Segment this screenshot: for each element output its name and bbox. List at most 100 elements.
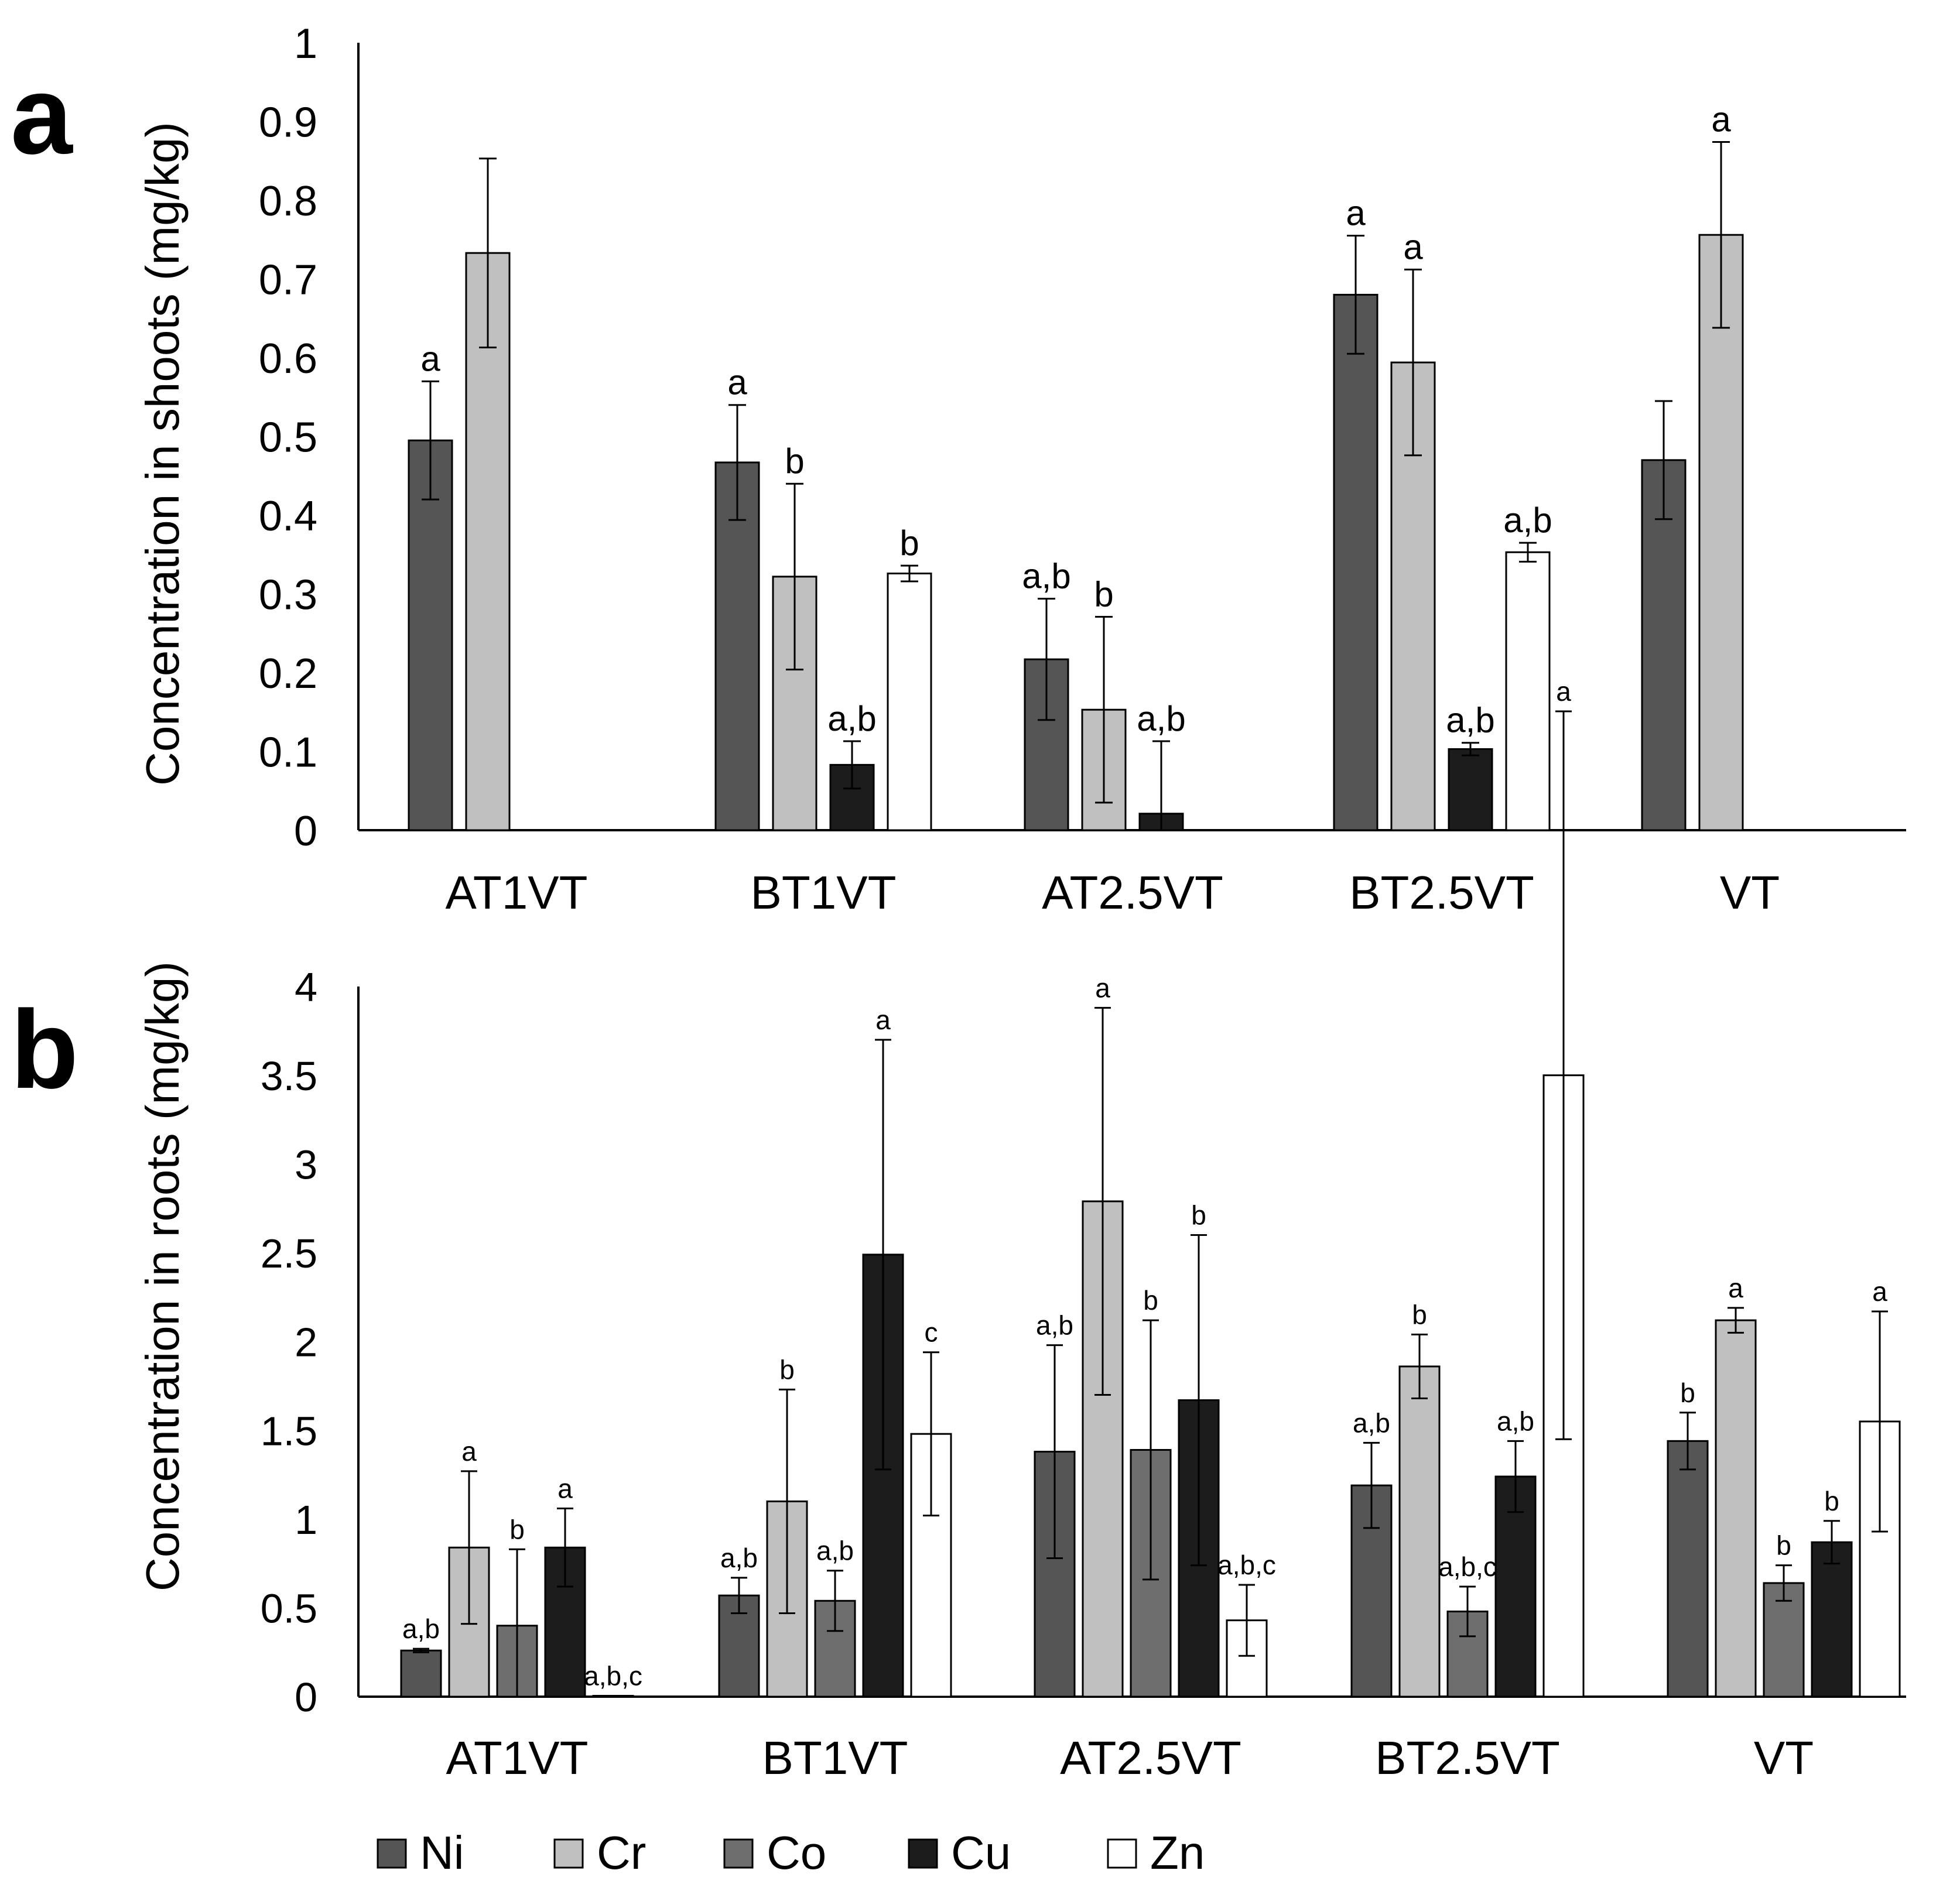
x-tick-label: VT bbox=[1754, 1732, 1814, 1784]
significance-label: b bbox=[899, 523, 919, 563]
y-tick-label: 3 bbox=[295, 1142, 317, 1187]
legend-swatch-zn bbox=[1107, 1838, 1137, 1869]
legend-swatch-co bbox=[723, 1838, 754, 1869]
y-tick-label: 0.5 bbox=[261, 1586, 317, 1632]
x-tick-label: AT1VT bbox=[446, 1732, 588, 1784]
bar-cr bbox=[1715, 1319, 1757, 1698]
significance-label: b bbox=[509, 1514, 525, 1544]
y-tick-label: 1 bbox=[294, 20, 317, 67]
x-tick-label: AT2.5VT bbox=[1042, 866, 1223, 919]
significance-label: b bbox=[1824, 1486, 1839, 1516]
legend-label-zn: Zn bbox=[1150, 1827, 1205, 1879]
y-tick-label: 3.5 bbox=[261, 1053, 317, 1099]
legend-swatch-ni bbox=[377, 1838, 407, 1869]
significance-label: b bbox=[779, 1354, 795, 1385]
x-tick-label: BT2.5VT bbox=[1375, 1732, 1560, 1784]
bar-ni bbox=[714, 461, 760, 831]
y-tick-label: 0.3 bbox=[259, 571, 317, 618]
significance-label: b bbox=[1412, 1299, 1427, 1330]
bar-ni bbox=[1641, 459, 1687, 831]
bar-cu bbox=[1448, 748, 1493, 831]
x-tick-label: AT2.5VT bbox=[1060, 1732, 1241, 1784]
significance-label: a bbox=[1346, 194, 1366, 233]
significance-label: a bbox=[1728, 1273, 1743, 1303]
legend: Ni Cr Co Cu Zn bbox=[377, 1827, 1205, 1879]
significance-label: a bbox=[1872, 1276, 1887, 1307]
significance-label: a,b bbox=[720, 1543, 758, 1573]
legend-swatch-cr bbox=[553, 1838, 584, 1869]
bar-zn bbox=[1505, 551, 1551, 831]
x-tick-label: BT1VT bbox=[762, 1732, 908, 1784]
significance-label: a bbox=[420, 339, 440, 378]
significance-label: a,b,c bbox=[1217, 1550, 1276, 1580]
bar-ni bbox=[400, 1649, 442, 1698]
significance-label: a bbox=[727, 363, 747, 402]
significance-label: a,b bbox=[1022, 557, 1070, 596]
significance-label: b bbox=[1191, 1200, 1206, 1231]
significance-label: a bbox=[1403, 227, 1423, 266]
y-tick-label: 0.5 bbox=[259, 414, 317, 461]
significance-label: b bbox=[785, 441, 804, 481]
bar-cr bbox=[1698, 234, 1744, 831]
significance-label: a,b bbox=[816, 1536, 854, 1566]
bar-cr bbox=[1398, 1365, 1441, 1698]
y-tick-label: 1 bbox=[295, 1497, 317, 1543]
y-tick-label: 0.2 bbox=[259, 650, 317, 697]
plot-area-a: 0 0.1 0.2 0.3 0.4 0.5 0.6 0.7 0.8 0.9 1 AT1VT BT1VT A… bbox=[259, 20, 1906, 919]
bar-co bbox=[1763, 1582, 1805, 1698]
x-tick-label: BT1VT bbox=[751, 866, 897, 919]
legend-swatch-cu bbox=[908, 1838, 938, 1869]
y-tick-label: 4 bbox=[295, 964, 317, 1010]
bar-cu bbox=[1811, 1541, 1853, 1698]
panel-letter-b: b bbox=[11, 988, 78, 1112]
legend-label-co: Co bbox=[767, 1827, 826, 1879]
significance-label: c bbox=[925, 1317, 938, 1348]
significance-label: b bbox=[1776, 1530, 1791, 1561]
plot-area-b: 0 0.5 1 1.5 2 2.5 3 3.5 4 AT1VT BT1VT AT2.5VT BT2.5V… bbox=[261, 676, 1906, 1784]
chart-panel-b: Concentration in roots (mg/kg) 0 0.5 1 1.5 2… bbox=[136, 676, 1906, 1784]
y-tick-label: 2.5 bbox=[261, 1231, 317, 1276]
significance-label: a,b,c bbox=[1438, 1551, 1497, 1582]
legend-label-cu: Cu bbox=[951, 1827, 1011, 1879]
significance-label: a,b bbox=[1137, 699, 1185, 738]
significance-label: a bbox=[1711, 100, 1731, 139]
significance-label: a,b bbox=[402, 1614, 440, 1644]
significance-label: a,b bbox=[1036, 1310, 1073, 1341]
bar-ni bbox=[408, 439, 453, 831]
significance-label: a,b bbox=[1503, 501, 1552, 540]
y-tick-label: 0.8 bbox=[259, 178, 317, 225]
significance-label: a,b bbox=[1446, 701, 1494, 740]
y-tick-label: 0.9 bbox=[259, 99, 317, 146]
y-tick-label: 0.6 bbox=[259, 335, 317, 382]
significance-label: a bbox=[461, 1436, 477, 1467]
significance-label: a bbox=[875, 1005, 891, 1035]
x-tick-label: AT1VT bbox=[445, 866, 587, 919]
significance-label: a,b bbox=[827, 699, 876, 738]
significance-label: a,b,c bbox=[584, 1660, 642, 1691]
bar-ni bbox=[1333, 293, 1379, 831]
significance-label: b bbox=[1094, 575, 1113, 614]
significance-label: b bbox=[1143, 1285, 1158, 1316]
y-tick-label: 2 bbox=[295, 1320, 317, 1365]
y-tick-label: 0.1 bbox=[259, 729, 317, 776]
y-tick-label: 0 bbox=[295, 1674, 317, 1720]
panel-letter-a: a bbox=[11, 53, 73, 177]
bar-zn bbox=[592, 1694, 634, 1698]
significance-label: a,b bbox=[1353, 1407, 1390, 1438]
legend-label-cr: Cr bbox=[597, 1827, 646, 1879]
chart-panel-a: Concentration in shoots (mg/kg) 00.10.20… bbox=[136, 20, 1906, 919]
y-tick-label: 0 bbox=[294, 808, 317, 855]
y-tick-label: 0.7 bbox=[259, 256, 317, 303]
y-axis-title-a: Concentration in shoots (mg/kg) bbox=[136, 122, 189, 786]
legend-label-ni: Ni bbox=[420, 1827, 464, 1879]
bar-cr bbox=[465, 252, 511, 831]
significance-label: a bbox=[1095, 972, 1110, 1003]
significance-label: a,b bbox=[1497, 1406, 1534, 1436]
y-tick-label: 0.4 bbox=[259, 493, 317, 540]
significance-label: a bbox=[1556, 676, 1571, 707]
y-tick-label: 1.5 bbox=[261, 1408, 317, 1454]
x-tick-label: BT2.5VT bbox=[1349, 866, 1534, 919]
x-tick-label: VT bbox=[1720, 866, 1780, 919]
bar-zn bbox=[887, 573, 932, 831]
